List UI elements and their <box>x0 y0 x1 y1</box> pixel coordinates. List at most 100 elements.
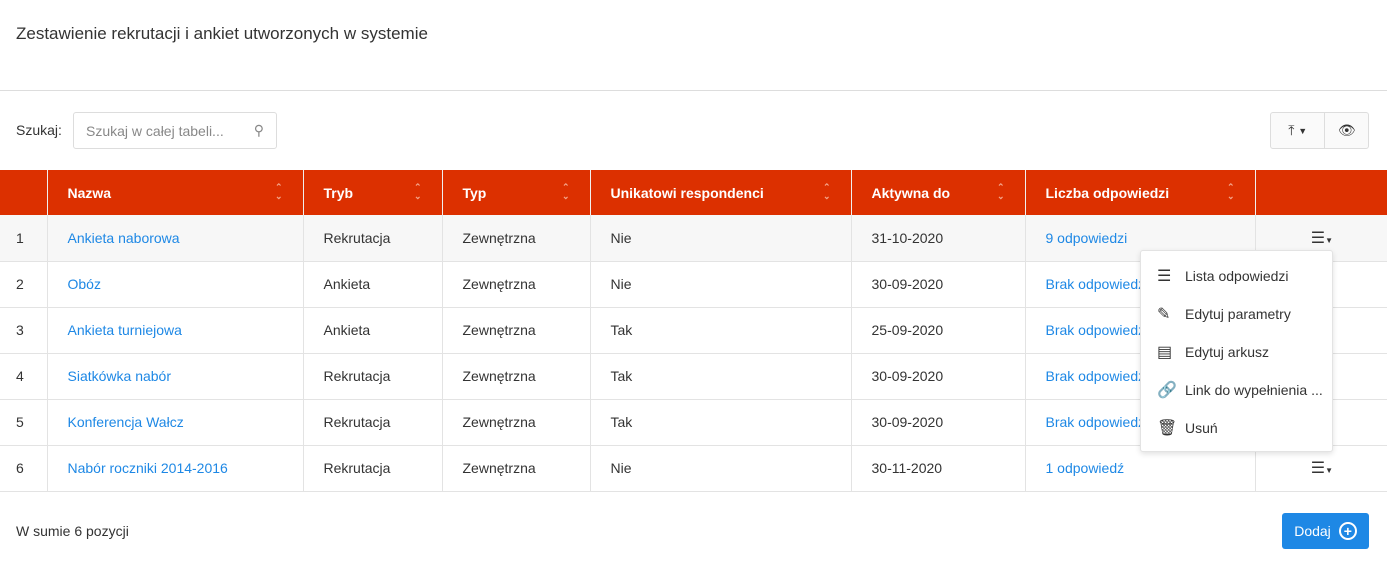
cell-n: 6 <box>0 445 48 492</box>
cell-n: 4 <box>0 353 48 400</box>
answers-link[interactable]: 9 odpowiedzi <box>1045 229 1128 246</box>
eye-icon: 👁 <box>1337 122 1356 138</box>
row-menu-icon[interactable]: ☰▼ <box>1310 460 1333 477</box>
plus-circle-icon: + <box>1338 522 1357 540</box>
menu-item[interactable]: 🔗 Link do wypełnienia ... <box>1141 371 1332 409</box>
column-header[interactable]: Liczba odpowiedzi ⌃ ⌄ <box>1025 170 1256 215</box>
unique-text: Nie <box>610 276 632 292</box>
sort-icon[interactable]: ⌃ ⌄ <box>996 182 1005 201</box>
upload-tray-icon: ⤒ <box>1288 122 1295 138</box>
cell-mode: Ankieta <box>303 307 443 354</box>
header-label: Aktywna do <box>871 184 951 201</box>
unique-text: Nie <box>610 229 632 246</box>
name-link[interactable]: Ankieta naborowa <box>67 229 180 246</box>
column-header[interactable]: Aktywna do ⌃ ⌄ <box>851 170 1026 215</box>
cell-unique: Nie <box>590 215 852 262</box>
name-link[interactable]: Konferencja Wałcz <box>67 414 184 430</box>
mode-text: Rekrutacja <box>323 414 391 430</box>
sort-icon[interactable]: ⌃ ⌄ <box>822 182 831 201</box>
cell-type: Zewnętrzna <box>442 261 591 308</box>
column-visibility-button[interactable]: 👁 <box>1325 113 1368 148</box>
until-text: 30-09-2020 <box>871 414 944 430</box>
type-text: Zewnętrzna <box>462 229 536 246</box>
cell-actions: ☰▼ <box>1255 445 1387 492</box>
menu-item-label: Usuń <box>1185 420 1218 436</box>
header-label: Nazwa <box>67 184 112 201</box>
page-title: Zestawienie rekrutacji i ankiet utworzon… <box>16 24 428 43</box>
answers-link[interactable]: Brak odpowiedzi <box>1045 276 1149 292</box>
cell-type: Zewnętrzna <box>442 215 591 262</box>
search-label: Szukaj: <box>16 122 62 138</box>
cell-n: 5 <box>0 399 48 446</box>
cell-type: Zewnętrzna <box>442 307 591 354</box>
cell-n: 2 <box>0 261 48 308</box>
cell-name: Ankieta naborowa <box>47 215 304 262</box>
name-link[interactable]: Nabór roczniki 2014-2016 <box>67 460 228 476</box>
add-label: Dodaj <box>1294 523 1331 539</box>
answers-link[interactable]: Brak odpowiedzi <box>1045 368 1149 384</box>
row-actions-menu: ☰ Lista odpowiedzi ✎ Edytuj parametry ▤ Edytu… <box>1140 250 1333 452</box>
search-input[interactable]: Szukaj w całej tabeli... ⚲ <box>73 112 277 149</box>
cell-until: 31-10-2020 <box>851 215 1026 262</box>
sort-icon[interactable]: ⌃ ⌄ <box>274 182 283 201</box>
cell-until: 25-09-2020 <box>851 307 1026 354</box>
until-text: 25-09-2020 <box>871 322 944 338</box>
n-text: 3 <box>16 322 24 338</box>
answers-link[interactable]: 1 odpowiedź <box>1045 460 1125 476</box>
cell-type: Zewnętrzna <box>442 353 591 400</box>
sort-icon[interactable]: ⌃ ⌄ <box>561 182 570 201</box>
sheet-icon: ▤ <box>1157 344 1173 361</box>
name-link[interactable]: Siatkówka nabór <box>67 368 172 384</box>
answers-link[interactable]: Brak odpowiedzi <box>1045 414 1149 430</box>
unique-text: Tak <box>610 368 633 384</box>
cell-name: Ankieta turniejowa <box>47 307 304 354</box>
n-text: 4 <box>16 368 24 384</box>
column-header[interactable]: Tryb ⌃ ⌄ <box>303 170 443 215</box>
name-link[interactable]: Obóz <box>67 276 101 292</box>
toolbar: ⤒ ▼ 👁 <box>1270 112 1369 149</box>
sort-icon[interactable]: ⌃ ⌄ <box>413 182 422 201</box>
cell-name: Siatkówka nabór <box>47 353 304 400</box>
menu-item[interactable]: 🗑 Usuń <box>1141 409 1332 447</box>
n-text: 1 <box>16 229 24 246</box>
column-header[interactable]: Typ ⌃ ⌄ <box>442 170 591 215</box>
cell-until: 30-09-2020 <box>851 353 1026 400</box>
list-icon: ☰ <box>1157 268 1172 285</box>
cell-type: Zewnętrzna <box>442 445 591 492</box>
export-button[interactable]: ⤒ ▼ <box>1271 113 1326 148</box>
mode-text: Rekrutacja <box>323 368 391 384</box>
menu-item[interactable]: ✎ Edytuj parametry <box>1141 295 1332 333</box>
column-header[interactable]: Nazwa ⌃ ⌄ <box>47 170 304 215</box>
type-text: Zewnętrzna <box>462 414 536 430</box>
cell-unique: Tak <box>590 353 852 400</box>
table-row: 2 Obóz Ankieta Zewnętrzna Nie 30-09-2020 Brak … <box>0 261 1387 308</box>
mode-text: Ankieta <box>323 276 371 292</box>
unique-text: Tak <box>610 414 633 430</box>
cell-mode: Ankieta <box>303 261 443 308</box>
cell-n: 1 <box>0 215 48 262</box>
cell-unique: Tak <box>590 399 852 446</box>
until-text: 30-09-2020 <box>871 276 944 292</box>
cell-type: Zewnętrzna <box>442 399 591 446</box>
menu-item-label: Edytuj parametry <box>1185 306 1291 322</box>
column-header[interactable]: Unikatowi respondenci ⌃ ⌄ <box>590 170 852 215</box>
answers-link[interactable]: Brak odpowiedzi <box>1045 322 1149 338</box>
row-menu-icon[interactable]: ☰▼ <box>1310 229 1333 247</box>
mode-text: Rekrutacja <box>323 229 391 246</box>
menu-item[interactable]: ☰ Lista odpowiedzi <box>1141 257 1332 295</box>
search-icon: ⚲ <box>253 122 264 138</box>
unique-text: Tak <box>610 322 633 338</box>
cell-mode: Rekrutacja <box>303 215 443 262</box>
header-label: Tryb <box>323 184 354 201</box>
sort-icon[interactable]: ⌃ ⌄ <box>1226 182 1235 201</box>
divider <box>0 90 1387 91</box>
name-link[interactable]: Ankieta turniejowa <box>67 322 182 338</box>
column-header <box>1255 170 1387 215</box>
add-button[interactable]: Dodaj + <box>1282 513 1369 549</box>
cell-unique: Nie <box>590 445 852 492</box>
type-text: Zewnętrzna <box>462 322 536 338</box>
menu-item[interactable]: ▤ Edytuj arkusz <box>1141 333 1332 371</box>
header-label: Unikatowi respondenci <box>610 184 764 201</box>
until-text: 31-10-2020 <box>871 229 944 246</box>
link-icon: 🔗 <box>1157 382 1177 399</box>
